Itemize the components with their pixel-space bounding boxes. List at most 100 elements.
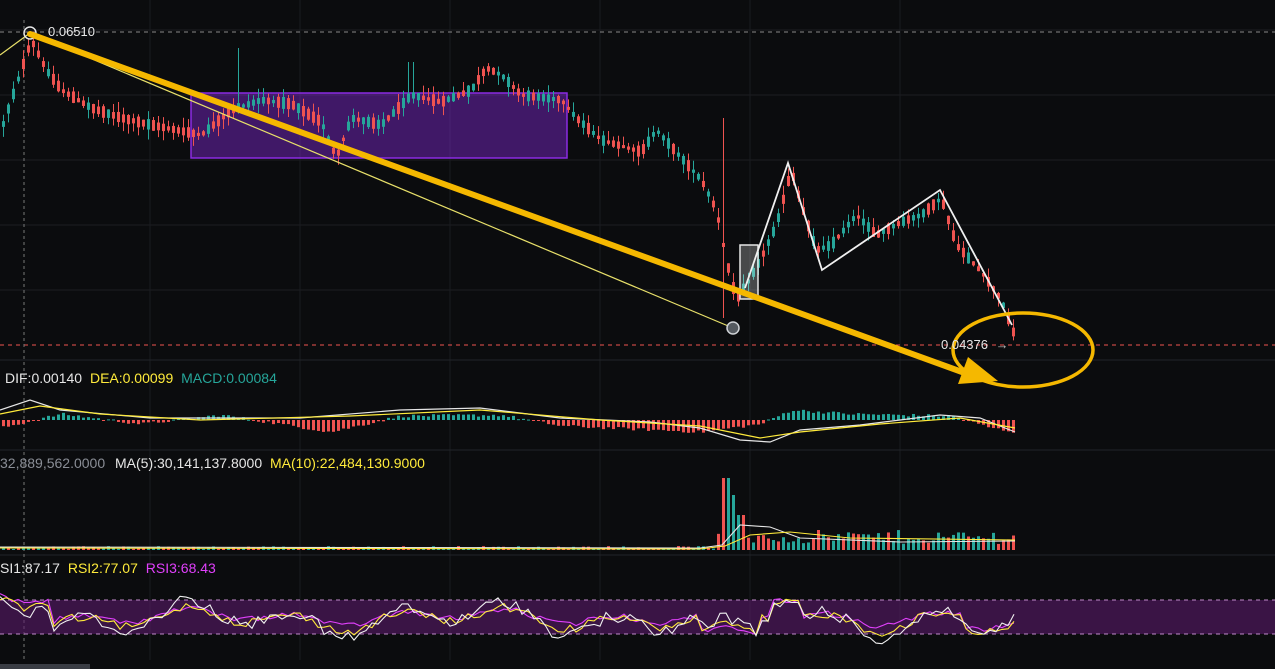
candle-body (942, 199, 945, 209)
macd-bar (262, 420, 265, 423)
candle-body (352, 114, 355, 122)
volume-bar (792, 541, 795, 550)
macd-bar (537, 420, 540, 421)
macd-bar (787, 412, 790, 420)
volume-bar (737, 515, 740, 550)
macd-bar (7, 420, 10, 427)
macd-bar (842, 413, 845, 420)
candle-body (427, 97, 430, 101)
macd-bar (112, 419, 115, 421)
candle-body (397, 102, 400, 114)
candle-body (682, 155, 685, 165)
macd-bar (17, 420, 20, 425)
macd-bar (167, 420, 170, 423)
last-price-value: 0.04376 (941, 337, 988, 352)
candle-body (647, 136, 650, 147)
candle-body (1012, 327, 1015, 337)
candle-body (207, 124, 210, 134)
scrollbar[interactable] (0, 664, 90, 669)
macd-bar (517, 419, 520, 421)
macd-bar (492, 414, 495, 420)
candle-body (272, 99, 275, 104)
macd-bar (617, 420, 620, 428)
volume-bar (722, 478, 725, 550)
macd-bar (357, 420, 360, 426)
candle-body (277, 96, 280, 108)
candle-body (202, 131, 205, 136)
macd-bar (612, 420, 615, 430)
macd-bar (822, 413, 825, 420)
macd-bar (632, 420, 635, 431)
macd-bar (422, 416, 425, 420)
macd-bar (602, 420, 605, 430)
macd-bar (742, 420, 745, 428)
macd-bar (147, 420, 150, 423)
macd-bar (827, 412, 830, 420)
macd-bar (622, 420, 625, 428)
candle-body (57, 80, 60, 92)
macd-bar (997, 420, 1000, 429)
macd-bar (247, 419, 250, 421)
volume-bar (967, 536, 970, 550)
rsi-band (0, 600, 1275, 634)
volume-bar (392, 548, 395, 550)
candle-body (87, 102, 90, 110)
volume-bar (137, 548, 140, 550)
macd-bar (52, 416, 55, 420)
volume-bar (217, 548, 220, 550)
volume-bar (102, 548, 105, 550)
macd-legend: DIF:0.00140 DEA:0.00099 MACD:0.00084 (5, 370, 277, 386)
rsi3-label: RSI3:68.43 (145, 560, 216, 576)
macd-bar (457, 414, 460, 420)
volume-bar (222, 548, 225, 550)
macd-bar (12, 420, 15, 426)
candle-body (947, 215, 950, 225)
candle-body (492, 67, 495, 75)
macd-bar (297, 420, 300, 428)
macd-bar (252, 420, 255, 421)
macd-bar (377, 420, 380, 422)
candle-body (212, 121, 215, 129)
candle-body (817, 246, 820, 253)
macd-bar (497, 416, 500, 420)
macd-bar (402, 417, 405, 420)
candle-body (1002, 302, 1005, 309)
candle-body (822, 245, 825, 250)
candle-body (937, 198, 940, 203)
candle-body (962, 247, 965, 258)
volume-bar (187, 548, 190, 550)
macd-dea-label: DEA:0.00099 (89, 370, 174, 386)
candle-body (967, 252, 970, 264)
candle-body (872, 227, 875, 237)
volume-bar (892, 540, 895, 550)
candle-body (837, 234, 840, 239)
macd-bar (642, 420, 645, 429)
candle-body (707, 191, 710, 197)
rsi-legend: SI1:87.17 RSI2:77.07 RSI3:68.43 (0, 560, 216, 576)
macd-bar (797, 410, 800, 420)
volume-bar (842, 538, 845, 550)
volume-bar (782, 537, 785, 550)
candle-body (407, 93, 410, 103)
volume-bar (512, 548, 515, 550)
candle-body (302, 105, 305, 117)
macd-bar (442, 414, 445, 420)
macd-bar (807, 411, 810, 420)
volume-bar (242, 547, 245, 550)
volume-bar (707, 547, 710, 550)
volume-ma10-label: MA(10):22,484,130.9000 (270, 455, 425, 471)
volume-bar (277, 548, 280, 550)
zigzag-pattern (744, 160, 1013, 326)
candle-body (697, 173, 700, 180)
arrow-right-icon: → (995, 337, 1009, 352)
candle-body (262, 96, 265, 104)
candle-body (102, 106, 105, 118)
macd-bar (42, 417, 45, 420)
candle-body (497, 71, 500, 76)
candle-body (132, 118, 135, 124)
macd-bar (337, 420, 340, 431)
macd-bar (342, 420, 345, 429)
macd-bar (507, 416, 510, 420)
macd-bar (387, 417, 390, 420)
